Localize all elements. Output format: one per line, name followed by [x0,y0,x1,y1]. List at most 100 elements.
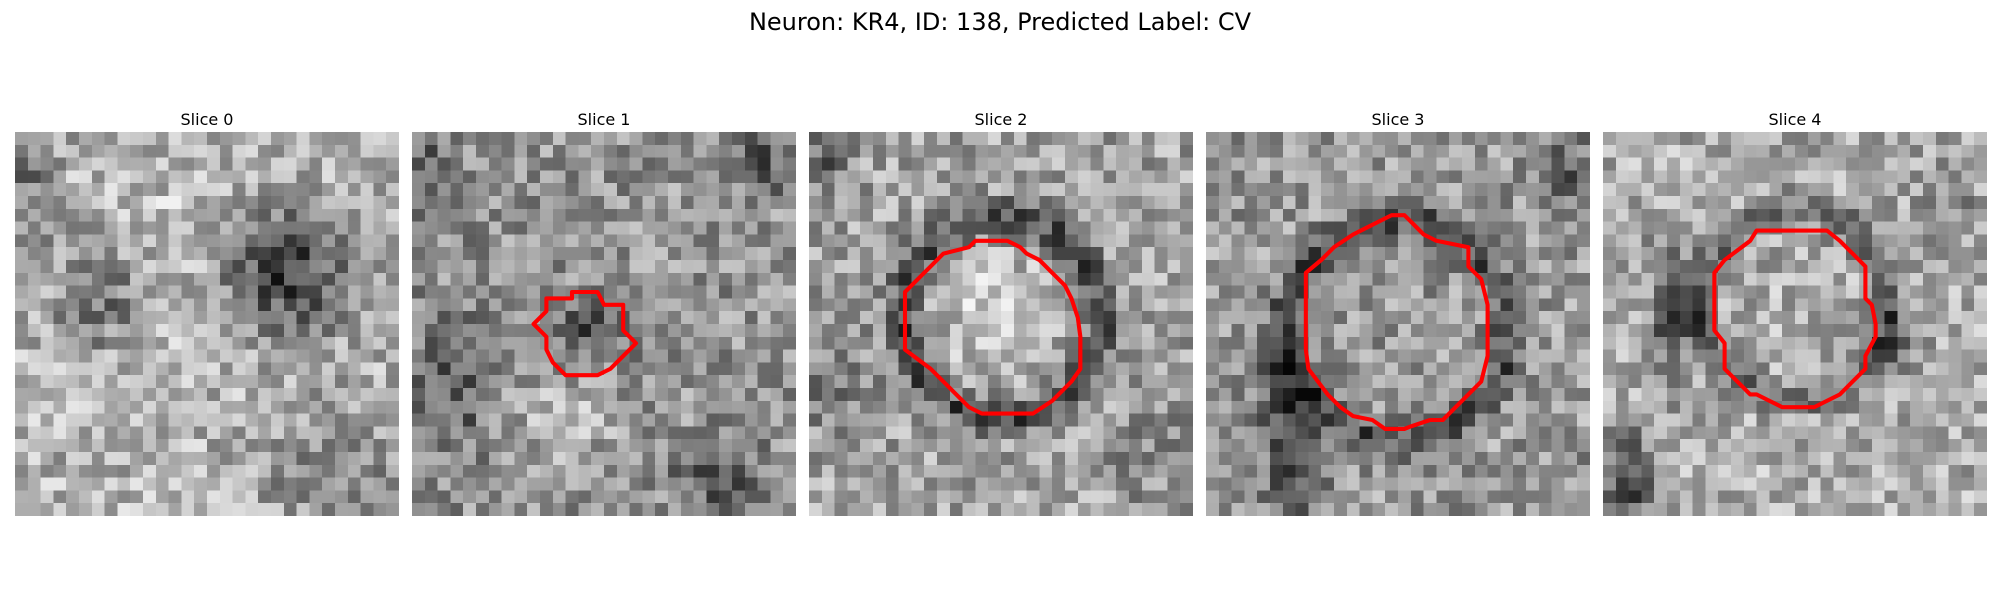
image-pixel [476,260,490,274]
image-pixel [155,196,169,210]
image-pixel [450,196,464,210]
image-pixel [693,452,707,466]
image-pixel [194,388,208,402]
image-pixel [860,388,874,402]
image-pixel [1679,464,1693,478]
image-pixel [168,183,182,197]
image-pixel [1948,144,1962,158]
image-pixel [296,285,310,299]
image-pixel [1167,208,1181,222]
image-pixel [809,324,823,338]
image-pixel [15,157,29,171]
image-pixel [732,413,746,427]
image-pixel [245,413,259,427]
image-pixel [1001,311,1015,325]
image-pixel [1154,170,1168,184]
image-pixel [1090,362,1104,376]
image-pixel [1372,285,1386,299]
image-pixel [949,349,963,363]
image-pixel [1564,439,1578,453]
image-pixel [1897,413,1911,427]
image-pixel [1334,362,1348,376]
image-pixel [360,413,374,427]
image-pixel [1795,375,1809,389]
image-pixel [373,324,387,338]
image-pixel [1385,132,1399,146]
image-pixel [1039,272,1053,286]
image-pixel [1974,132,1987,146]
image-pixel [744,208,758,222]
image-pixel [578,272,592,286]
image-pixel [680,452,694,466]
image-pixel [283,400,297,414]
image-pixel [988,311,1002,325]
image-pixel [540,247,554,261]
image-pixel [1129,426,1143,440]
image-pixel [680,311,694,325]
image-pixel [450,439,464,453]
image-pixel [1961,132,1975,146]
image-pixel [1321,362,1335,376]
image-pixel [1897,221,1911,235]
image-pixel [616,477,630,491]
image-pixel [1923,298,1937,312]
image-pixel [476,426,490,440]
image-pixel [1884,349,1898,363]
image-pixel [1538,503,1552,516]
image-pixel [104,452,118,466]
image-pixel [1654,400,1668,414]
image-pixel [1244,413,1258,427]
image-pixel [271,247,285,261]
image-pixel [1359,439,1373,453]
image-pixel [194,170,208,184]
image-pixel [527,285,541,299]
image-pixel [1410,157,1424,171]
image-pixel [40,221,54,235]
image-pixel [975,170,989,184]
image-pixel [1948,196,1962,210]
image-pixel [1564,349,1578,363]
image-pixel [706,234,720,248]
image-pixel [540,132,554,146]
image-pixel [1820,362,1834,376]
image-pixel [706,183,720,197]
image-pixel [1026,503,1040,516]
image-pixel [949,157,963,171]
image-pixel [578,503,592,516]
image-pixel [1500,272,1514,286]
image-pixel [1743,426,1757,440]
image-pixel [885,285,899,299]
image-pixel [540,426,554,440]
image-pixel [219,400,233,414]
image-pixel [283,336,297,350]
image-pixel [1513,349,1527,363]
image-pixel [847,400,861,414]
image-pixel [309,324,323,338]
image-pixel [1935,144,1949,158]
image-pixel [1359,144,1373,158]
image-pixel [168,298,182,312]
image-pixel [143,183,157,197]
image-pixel [207,413,221,427]
image-pixel [1807,503,1821,516]
image-pixel [386,439,399,453]
image-pixel [1321,336,1335,350]
image-pixel [1308,400,1322,414]
image-pixel [1935,285,1949,299]
image-pixel [1065,477,1079,491]
image-pixel [783,311,796,325]
image-pixel [1372,490,1386,504]
image-pixel [1282,298,1296,312]
image-pixel [655,362,669,376]
image-pixel [1526,170,1540,184]
image-pixel [1603,208,1617,222]
image-pixel [1474,208,1488,222]
image-pixel [1052,311,1066,325]
image-pixel [373,413,387,427]
image-pixel [885,426,899,440]
image-pixel [168,400,182,414]
image-pixel [1769,260,1783,274]
image-pixel [1551,477,1565,491]
image-pixel [1628,413,1642,427]
image-pixel [1603,311,1617,325]
